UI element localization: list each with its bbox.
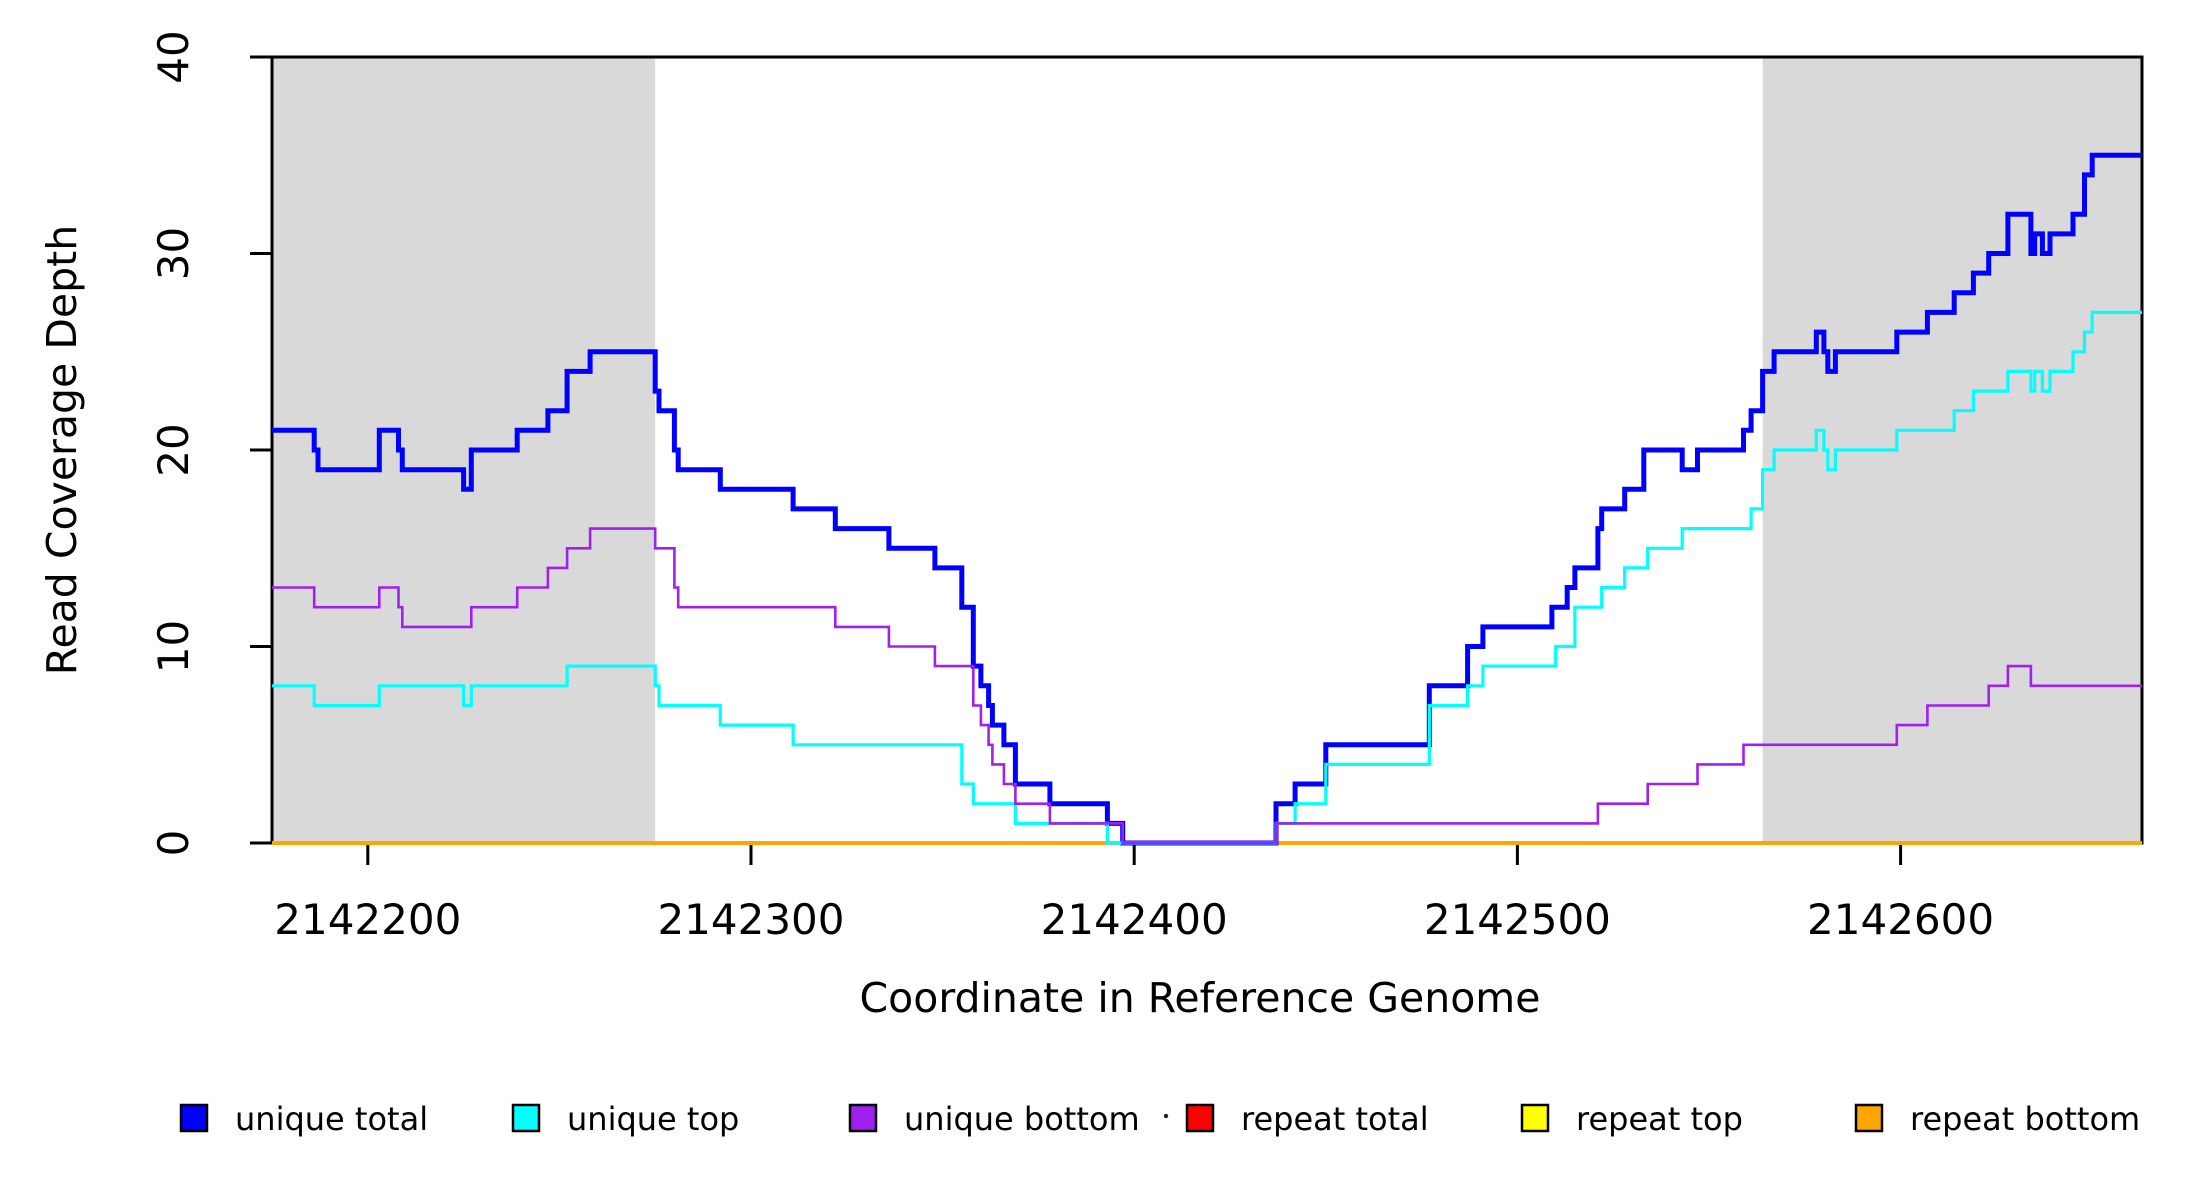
series-unique-top [272, 310, 2142, 845]
x-tick-label: 2142400 [1041, 895, 1228, 944]
x-tick-label: 2142200 [274, 895, 461, 944]
legend-item-unique-bottom: unique bottom [848, 1100, 1140, 1138]
x-tick-label: 2142600 [1807, 895, 1994, 944]
y-tick-label: 40 [149, 30, 198, 83]
y-tick-label: 0 [149, 830, 198, 857]
legend-item-repeat-top: repeat top [1520, 1100, 1743, 1138]
legend-swatch-icon [179, 1103, 209, 1133]
series-unique-total [272, 152, 2142, 846]
legend-swatch-icon [1854, 1103, 1884, 1133]
shaded-region-1 [272, 57, 656, 843]
stray-mark [1163, 1113, 1169, 1119]
y-axis-title: Read Coverage Depth [38, 225, 86, 675]
x-axis-title: Coordinate in Reference Genome [860, 974, 1541, 1022]
legend-swatch-icon [1185, 1103, 1215, 1133]
legend-item-repeat-total: repeat total [1185, 1100, 1429, 1138]
y-tick-label: 30 [149, 227, 198, 280]
y-tick-label: 20 [149, 423, 198, 476]
legend-label: repeat total [1241, 1100, 1429, 1138]
legend-item-repeat-bottom: repeat bottom [1854, 1100, 2140, 1138]
legend-swatch-icon [848, 1103, 878, 1133]
plot-area: 2142200 2142300 2142400 2142500 2142600 0 10 20… [149, 30, 2144, 944]
legend-swatch-icon [511, 1103, 541, 1133]
legend-label: unique top [567, 1100, 739, 1138]
legend-item-unique-total: unique total [179, 1100, 428, 1138]
series-unique-bottom [272, 527, 2142, 845]
legend-label: unique total [235, 1100, 428, 1138]
legend: unique total unique top unique bottom repea… [179, 1100, 2140, 1138]
y-tick-label: 10 [149, 620, 198, 673]
x-tick-label: 2142300 [657, 895, 844, 944]
x-tick-label: 2142500 [1424, 895, 1611, 944]
legend-label: repeat top [1576, 1100, 1743, 1138]
legend-item-unique-top: unique top [511, 1100, 739, 1138]
legend-label: unique bottom [904, 1100, 1140, 1138]
legend-swatch-icon [1520, 1103, 1550, 1133]
legend-label: repeat bottom [1910, 1100, 2140, 1138]
